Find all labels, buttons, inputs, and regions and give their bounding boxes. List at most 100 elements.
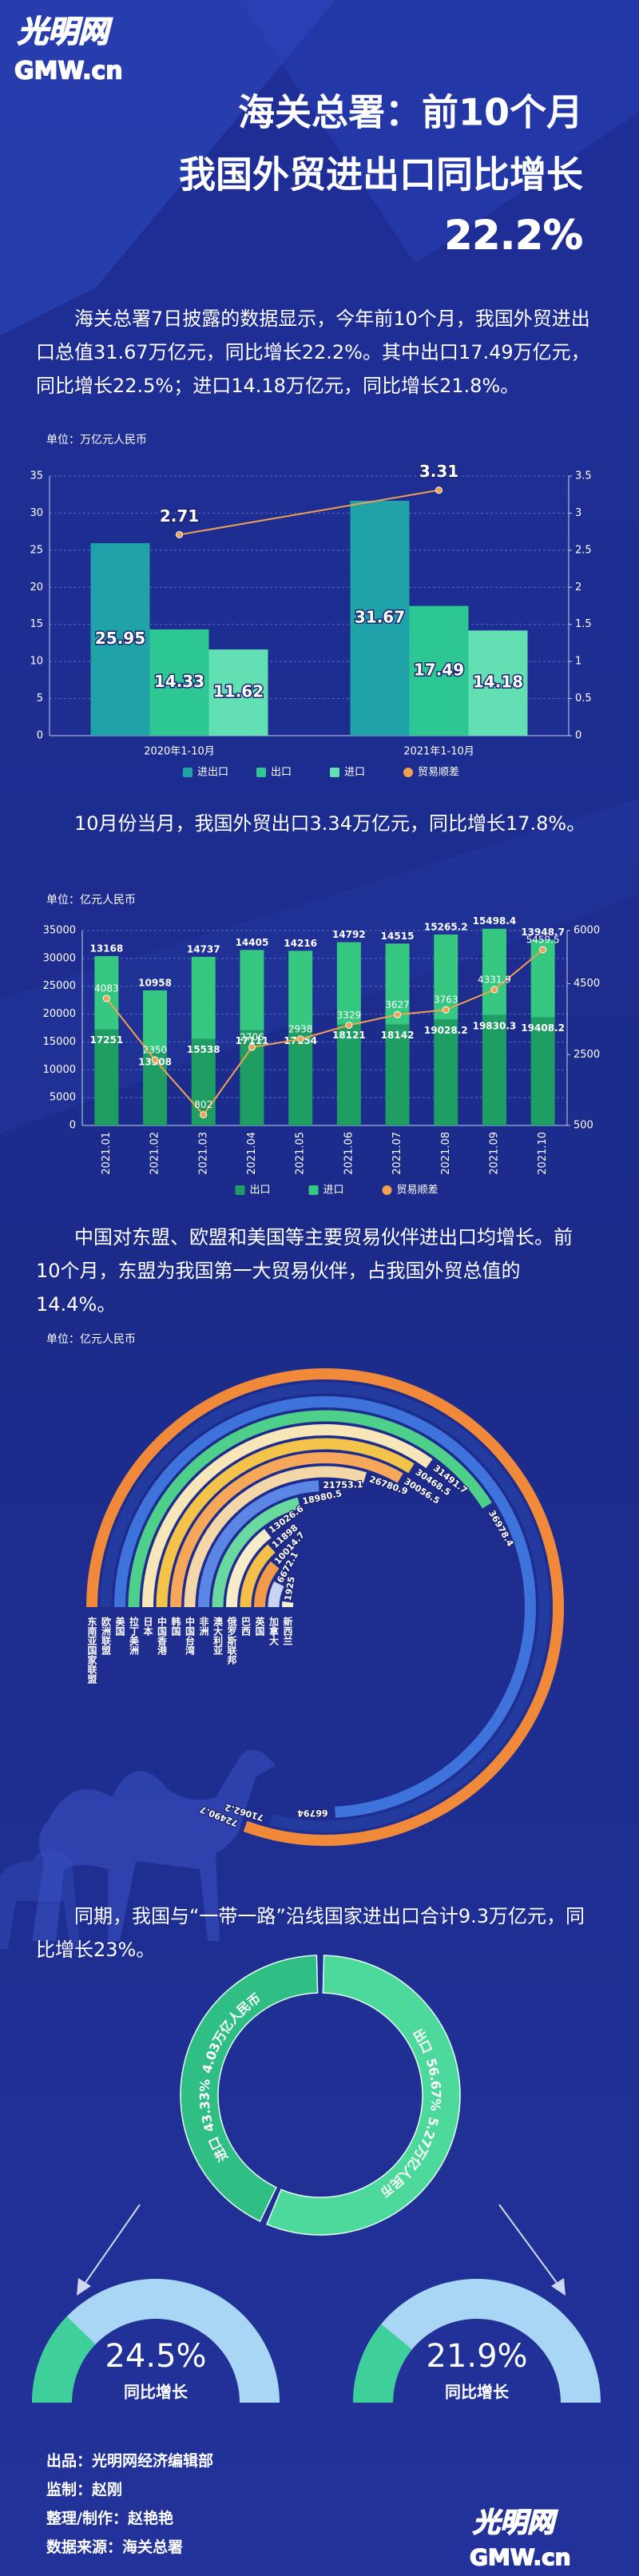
category-label: 日本 xyxy=(142,1617,153,1637)
bar-value-label: 14792 xyxy=(332,929,366,940)
camel-silhouette xyxy=(0,1849,80,1949)
line-point xyxy=(490,986,498,994)
point-value-label: 2706 xyxy=(240,1032,264,1043)
bar-value-label: 17251 xyxy=(89,1034,123,1046)
legend-swatch xyxy=(382,1185,392,1195)
bar xyxy=(385,1024,410,1125)
y2-tick-label: 3.5 xyxy=(575,470,592,482)
point-value-label: 802 xyxy=(194,1099,212,1110)
bar-value-label: 19830.3 xyxy=(473,1020,517,1031)
category-label: 拉丁美洲 xyxy=(129,1616,140,1656)
y-tick-label: 25 xyxy=(30,544,43,556)
bar-value-label: 15538 xyxy=(187,1044,220,1055)
category-label: 韩国 xyxy=(170,1616,181,1637)
logo-site: GMW.cn xyxy=(470,2544,571,2570)
x-tick-label: 2021.10 xyxy=(537,1132,549,1175)
value-label: 21753.1 xyxy=(323,1479,363,1490)
y2-tick-label: 3 xyxy=(575,507,581,519)
category-label: 中国香港 xyxy=(157,1616,168,1656)
y2-tick-label: 500 xyxy=(574,1120,593,1132)
bar xyxy=(350,500,410,736)
y2-tick-label: 2500 xyxy=(574,1049,600,1061)
bar xyxy=(482,1014,506,1125)
point-value-label: 3.31 xyxy=(419,462,458,481)
bar-value-label: 25.95 xyxy=(95,629,145,648)
y2-tick-label: 2 xyxy=(575,581,581,593)
line-point xyxy=(296,1035,304,1043)
bar xyxy=(530,1017,555,1125)
bar-value-label: 14515 xyxy=(381,931,415,942)
radial-bar xyxy=(184,1466,367,1608)
bar-value-label: 15265.2 xyxy=(424,921,468,932)
category-label: 英国 xyxy=(254,1616,265,1637)
paragraph: 海关总署7日披露的数据显示，今年前10个月，我国外贸进出口总值31.67万亿元，… xyxy=(36,308,590,397)
arrow-head xyxy=(551,2278,566,2296)
bar xyxy=(288,1030,313,1125)
bar-value-label: 11.62 xyxy=(213,682,264,701)
logo-name: 光明网 xyxy=(473,2507,558,2539)
bar xyxy=(143,1051,168,1125)
line-point xyxy=(102,994,110,1002)
category-label: 非洲 xyxy=(198,1616,209,1637)
bar xyxy=(208,649,268,736)
radial-bar xyxy=(254,1561,280,1608)
radial-bar xyxy=(142,1424,433,1608)
bar xyxy=(94,1029,119,1125)
point-value-label: 3329 xyxy=(337,1010,362,1021)
bar xyxy=(385,943,410,1025)
value-label: 66794 xyxy=(297,1808,328,1819)
paragraph: 10月份当月，我国外贸出口3.34万亿元，同比增长17.8%。 xyxy=(74,812,586,835)
legend-label: 进口 xyxy=(344,767,365,779)
y-tick-label: 10 xyxy=(30,656,43,668)
category-label: 美国 xyxy=(114,1616,125,1637)
legend-swatch xyxy=(403,768,413,777)
bar-value-label: 17111 xyxy=(236,1035,269,1046)
legend-label: 贸易顺差 xyxy=(397,1185,439,1197)
x-tick-label: 2021.08 xyxy=(440,1132,452,1175)
bar-value-label: 14216 xyxy=(284,938,317,949)
point-value-label: 4331.9 xyxy=(478,974,511,986)
bar-value-label: 18121 xyxy=(332,1030,366,1041)
gauge-subtitle: 同比增长 xyxy=(124,2383,189,2402)
bar xyxy=(191,1038,216,1125)
line-series xyxy=(179,489,439,536)
x-tick-label: 2021.09 xyxy=(488,1132,500,1175)
credit: 整理/制作：赵艳艳 xyxy=(46,2510,173,2527)
bar-value-label: 19408.2 xyxy=(521,1022,565,1034)
unit-label: 单位：亿元人民币 xyxy=(46,1333,136,1346)
radial-bar xyxy=(240,1544,276,1608)
unit-label: 单位：万亿元人民币 xyxy=(46,434,147,447)
y2-tick-label: 0.5 xyxy=(575,693,592,705)
legend-label: 出口 xyxy=(250,1185,271,1197)
line-point xyxy=(176,530,183,538)
line-point xyxy=(200,1111,208,1119)
legend-swatch xyxy=(256,768,266,777)
y-tick-label: 30 xyxy=(30,507,43,519)
bar xyxy=(90,543,150,736)
radial-bar xyxy=(170,1452,403,1608)
bar xyxy=(336,942,361,1025)
point-value-label: 3627 xyxy=(385,999,410,1010)
line-series xyxy=(105,949,544,1117)
radial-bar xyxy=(100,1382,550,1832)
radial-bar xyxy=(212,1497,301,1608)
bar xyxy=(191,956,216,1039)
y-tick-label: 5000 xyxy=(50,1092,76,1104)
bar-value-label: 14737 xyxy=(187,943,220,955)
bar xyxy=(94,955,119,1030)
bar-value-label: 18142 xyxy=(381,1030,415,1041)
line-point xyxy=(151,1056,159,1064)
y2-tick-label: 0 xyxy=(575,730,581,742)
radial-bar xyxy=(128,1410,492,1608)
radial-bar xyxy=(114,1396,536,1818)
bar xyxy=(434,934,458,1020)
point-value-label: 2938 xyxy=(288,1023,313,1034)
legend-swatch xyxy=(235,1185,245,1195)
logo-site: GMW.cn xyxy=(14,58,123,85)
x-tick-label: 2021.03 xyxy=(197,1132,209,1175)
credit: 出品：光明网经济编辑部 xyxy=(46,2452,214,2470)
y-tick-label: 25000 xyxy=(43,980,76,992)
title-highlight: 22.2% xyxy=(445,212,583,259)
